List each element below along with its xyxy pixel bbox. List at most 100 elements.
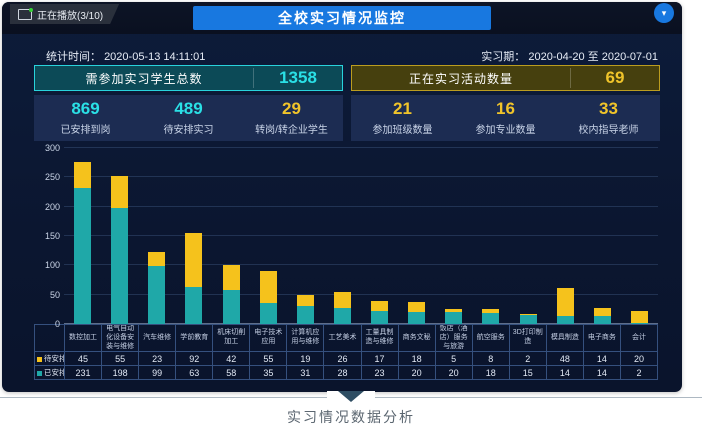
- stat-item: 16 参加专业数量: [454, 99, 557, 135]
- value-cell: 2: [508, 351, 547, 367]
- bar-segment: [371, 310, 389, 324]
- category-header: 工艺美术: [323, 323, 362, 353]
- activities-panel: 正在实习活动数量 69 21 参加班级数量 16 参加专业数量 33 校内指导老师: [351, 65, 660, 141]
- series-name: 已安排: [44, 368, 65, 378]
- stat-item: 489 待安排实习: [137, 99, 240, 135]
- monitor-icon: [18, 9, 32, 20]
- gridline: [64, 293, 658, 295]
- value-cell: 28: [323, 365, 362, 381]
- bar-segment: [222, 265, 240, 290]
- top-bar: 正在播放(3/10) 全校实习情况监控 ▾: [2, 2, 682, 34]
- category-header: 会计: [619, 323, 659, 353]
- value-cell: 26: [323, 351, 362, 367]
- table-row: 待安排 45 55 23 92 42 55 19 26 17 18 5 8 2 48 14 20: [34, 351, 659, 367]
- bars: [64, 148, 658, 324]
- value-cell: 58: [212, 365, 251, 381]
- stacked-bar: [74, 162, 92, 324]
- bar-segment: [593, 307, 611, 316]
- stat-value: 21: [393, 99, 412, 119]
- value-cell: 45: [63, 351, 103, 367]
- stacked-bar: [556, 287, 574, 324]
- category-header: 数控加工: [63, 323, 103, 353]
- bar-slot: [324, 292, 361, 324]
- bar-segment: [556, 287, 574, 316]
- stat-item: 21 参加班级数量: [351, 99, 454, 135]
- legend-marker-icon: [37, 370, 42, 376]
- value-cell: 19: [286, 351, 325, 367]
- category-header: 3D打印制造: [508, 323, 547, 353]
- info-row: 统计时间： 2020-05-13 14:11:01 实习期： 2020-04-2…: [46, 48, 658, 64]
- bar-slot: [584, 307, 621, 324]
- stat-item: 29 转岗/转企业学生: [240, 99, 343, 135]
- value-cell: 231: [63, 365, 103, 381]
- stacked-bar: [593, 307, 611, 324]
- students-total-value: 1358: [253, 68, 342, 88]
- stat-item: 33 校内指导老师: [557, 99, 660, 135]
- category-header: 电气自动化设备安装与维修: [101, 323, 140, 353]
- internship-period: 实习期： 2020-04-20 至 2020-07-01: [481, 48, 658, 64]
- bar-segment: [185, 287, 203, 324]
- stacked-bar: [259, 271, 277, 324]
- category-header: 汽车维修: [138, 323, 177, 353]
- value-cell: 18: [397, 351, 436, 367]
- stacked-bar: [408, 301, 426, 324]
- activities-total-label: 正在实习活动数量: [408, 71, 513, 86]
- collapse-button[interactable]: ▾: [654, 3, 674, 23]
- students-panel-header: 需参加实习学生总数 1358: [34, 65, 343, 91]
- period-label: 实习期：: [481, 51, 526, 63]
- stacked-bar: [148, 252, 166, 324]
- stat-time-label: 统计时间：: [46, 51, 101, 63]
- bar-segment: [74, 188, 92, 324]
- green-status-dot: [29, 8, 33, 12]
- value-cell: 2: [619, 365, 659, 381]
- bar-slot: [101, 175, 138, 324]
- bar-slot: [621, 311, 658, 324]
- bar-segment: [371, 300, 389, 311]
- value-cell: 15: [508, 365, 547, 381]
- bar-segment: [408, 312, 426, 324]
- students-total-label: 需参加实习学生总数: [85, 71, 203, 86]
- bar-segment: [111, 175, 129, 208]
- category-header: 工量具制造与维修: [360, 323, 399, 353]
- stat-label: 已安排到岗: [60, 124, 111, 136]
- y-axis-tick: 50: [49, 289, 60, 300]
- stacked-bar: [630, 311, 648, 324]
- value-cell: 18: [471, 365, 510, 381]
- value-cell: 55: [101, 351, 140, 367]
- series-legend-cell: 已安排: [34, 365, 65, 381]
- stat-item: 869 已安排到岗: [34, 99, 137, 136]
- category-header: 电子商务: [582, 323, 621, 353]
- bar-segment: [630, 322, 648, 324]
- category-header: 计算机应用与维修: [286, 323, 325, 353]
- gridline: [64, 323, 658, 324]
- value-cell: 23: [138, 351, 177, 367]
- value-cell: 42: [212, 351, 251, 367]
- bar-segment: [630, 311, 648, 323]
- bar-segment: [259, 271, 277, 304]
- bar-segment: [519, 314, 537, 316]
- value-cell: 63: [175, 365, 214, 381]
- stat-value: 33: [599, 99, 618, 119]
- stacked-bar-chart: 0 50 100 150 200 250 300: [45, 143, 658, 329]
- bar-segment: [296, 294, 314, 306]
- bar-segment: [445, 309, 463, 313]
- category-header: 学前教育: [175, 323, 214, 353]
- stacked-bar: [111, 175, 129, 324]
- y-axis-tick: 200: [44, 201, 60, 212]
- bar-slot: [64, 162, 101, 324]
- dashboard: 正在播放(3/10) 全校实习情况监控 ▾ 统计时间： 2020-05-13 1…: [2, 2, 682, 392]
- y-axis-tick: 250: [44, 172, 60, 183]
- page-title: 全校实习情况监控: [193, 6, 491, 30]
- gridline: [64, 147, 658, 148]
- value-cell: 23: [360, 365, 399, 381]
- category-header: 模具制造: [545, 323, 584, 353]
- bar-slot: [175, 233, 212, 324]
- bar-slot: [435, 309, 472, 324]
- playing-tab[interactable]: 正在播放(3/10): [10, 4, 119, 24]
- chart-and-table: 0 50 100 150 200 250 300 数控加工 电气自动化设备安装与维修 汽车维修学…: [34, 143, 659, 381]
- stats-row: 需参加实习学生总数 1358 869 已安排到岗 489 待安排实习 29 转岗/转企业学…: [34, 65, 660, 141]
- category-header: 电子技术应用: [249, 323, 288, 353]
- value-cell: 92: [175, 351, 214, 367]
- gridline: [64, 235, 658, 236]
- activities-panel-header: 正在实习活动数量 69: [351, 65, 660, 91]
